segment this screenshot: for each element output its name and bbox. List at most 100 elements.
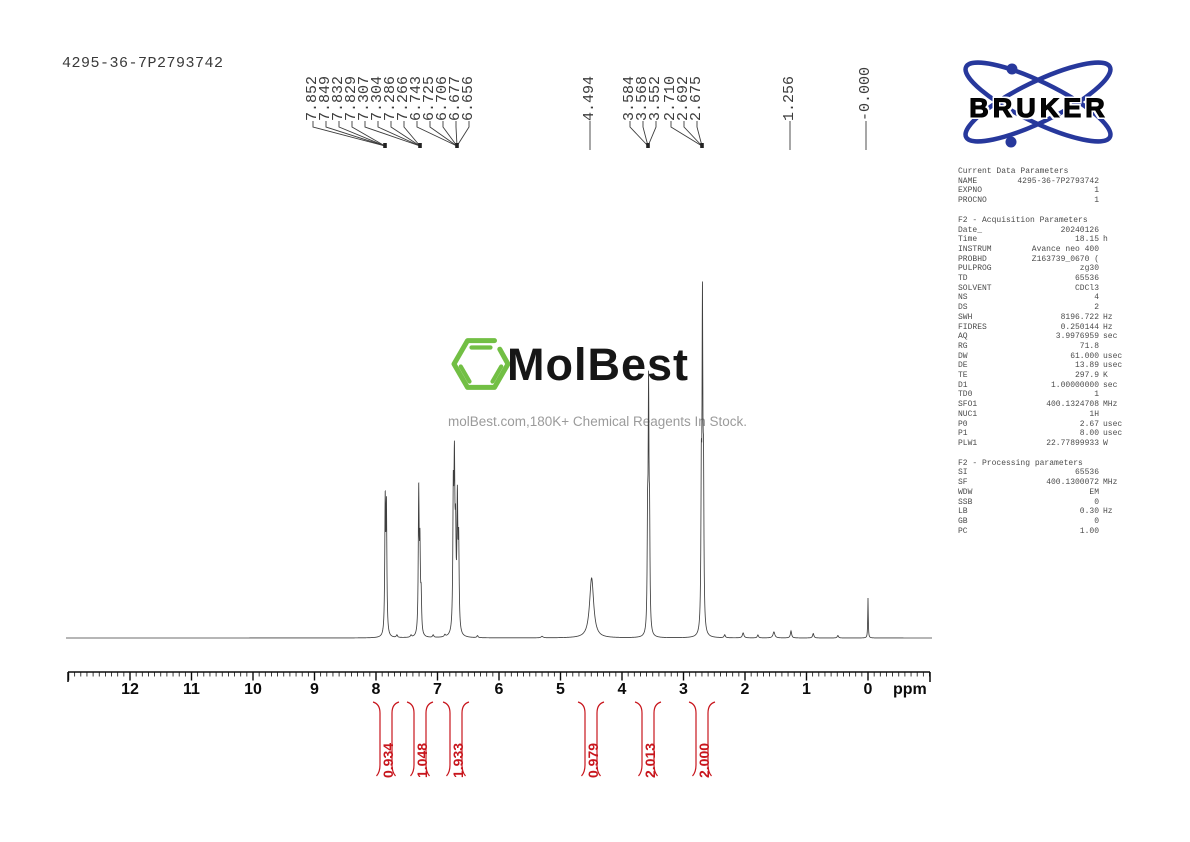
param-value: 71.8 <box>1079 341 1099 351</box>
param-row: SWH 8196.722 Hz <box>958 313 1130 323</box>
param-row: WDW EM <box>958 488 1130 498</box>
param-row: AQ 3.9976959 sec <box>958 332 1130 342</box>
param-value: 1 <box>1094 390 1099 400</box>
integral-value: 0.979 <box>585 742 601 778</box>
param-value: 0.30 <box>1079 507 1099 517</box>
sample-id: 4295-36-7P2793742 <box>62 55 224 72</box>
peak-label: 6.656 <box>460 75 477 121</box>
param-value: 0 <box>1094 497 1099 507</box>
param-unit <box>1099 284 1130 294</box>
param-value: 400.1324708 <box>1046 400 1099 410</box>
param-row: DE 13.89 usec <box>958 361 1130 371</box>
connector-anchor <box>383 143 387 148</box>
param-row: P0 2.67 usec <box>958 420 1130 430</box>
peak-label: 3.552 <box>647 75 664 121</box>
integral-bracket <box>688 701 697 777</box>
connector-line <box>683 121 703 147</box>
param-value: 65536 <box>1074 468 1099 478</box>
axis-tick-label: 4 <box>617 681 627 698</box>
param-row: Date_ 20240126 <box>958 226 1130 236</box>
param-unit: sec <box>1103 380 1118 390</box>
axis-tick-label: 11 <box>183 681 200 698</box>
param-unit <box>1099 498 1130 508</box>
peak-connector-lines <box>312 121 867 150</box>
connector-line <box>647 121 657 147</box>
param-unit <box>1099 196 1130 206</box>
param-value: 13.89 <box>1074 361 1099 371</box>
param-unit <box>1099 264 1130 274</box>
connector-line <box>338 121 386 147</box>
axis-tick-label: 8 <box>371 681 381 698</box>
param-unit <box>1099 342 1130 352</box>
param-row: LB 0.30 Hz <box>958 507 1130 517</box>
connector-line <box>377 121 421 147</box>
param-key: INSTRUM <box>958 244 992 254</box>
axis-tick-label: 3 <box>679 681 688 698</box>
param-row: NUC1 1H <box>958 410 1130 420</box>
param-key: DW <box>958 351 968 361</box>
connector-anchor <box>455 143 459 148</box>
param-value: 65536 <box>1074 274 1099 284</box>
param-value: 3.9976959 <box>1055 332 1099 342</box>
connector-anchor <box>418 143 422 148</box>
parameters-panel: Current Data Parameters NAME 4295-36-7P279… <box>958 167 1130 546</box>
param-key: LB <box>958 507 968 517</box>
connector-line <box>416 121 458 147</box>
param-section-title: Current Data Parameters <box>958 167 1069 176</box>
connector-line <box>455 121 458 147</box>
param-row: PROCNO 1 <box>958 196 1130 206</box>
connector-anchor <box>700 143 704 148</box>
param-unit: usec <box>1103 351 1123 361</box>
param-unit: W <box>1103 438 1108 448</box>
param-unit: usec <box>1103 429 1123 439</box>
connector-line <box>403 121 421 147</box>
param-key: DS <box>958 303 968 313</box>
connector-line <box>670 121 703 147</box>
param-section: F2 - Acquisition Parameters Date_ 20240126… <box>958 216 1130 449</box>
param-key: P0 <box>958 419 968 429</box>
param-unit <box>1099 177 1130 187</box>
param-row: PROBHD Z163739_0670 ( <box>958 255 1130 265</box>
param-key: TD <box>958 274 968 284</box>
param-value: 18.15 <box>1074 235 1099 245</box>
param-key: NAME <box>958 176 978 186</box>
param-row: FIDRES 0.250144 Hz <box>958 323 1130 333</box>
watermark-tagline: molBest.com,180K+ Chemical Reagents In S… <box>448 414 748 429</box>
param-key: GB <box>958 516 968 526</box>
param-value: 8196.722 <box>1060 312 1099 322</box>
connector-line <box>696 121 703 147</box>
param-row: PC 1.00 <box>958 527 1130 537</box>
param-unit: MHz <box>1103 400 1118 410</box>
param-row: D1 1.00000000 sec <box>958 381 1130 391</box>
param-value: 4295-36-7P2793742 <box>1017 176 1099 186</box>
param-value: 1 <box>1094 186 1099 196</box>
axis-tick-label: 6 <box>494 681 504 698</box>
param-unit <box>1099 468 1130 478</box>
param-key: PC <box>958 526 968 536</box>
param-row: TD0 1 <box>958 390 1130 400</box>
param-value: 0 <box>1094 516 1099 526</box>
axis-tick-label: 10 <box>244 681 262 698</box>
connector-line <box>642 121 649 147</box>
axis-tick-label: 1 <box>802 681 811 698</box>
param-key: PULPROG <box>958 264 992 274</box>
param-unit <box>1099 390 1130 400</box>
param-value: 2 <box>1094 303 1099 313</box>
integral-bracket <box>406 701 415 777</box>
param-section-title: F2 - Acquisition Parameters <box>958 215 1088 225</box>
param-key: SF <box>958 478 968 488</box>
connector-line <box>312 121 386 147</box>
param-row: Time 18.15 h <box>958 235 1130 245</box>
integral-value: 1.933 <box>450 742 466 778</box>
param-value: 297.9 <box>1074 371 1099 381</box>
param-key: AQ <box>958 332 968 342</box>
integral-value: 2.000 <box>696 742 712 778</box>
param-value: 20240126 <box>1060 225 1099 235</box>
param-value: 22.77899933 <box>1046 438 1099 448</box>
param-value: 1.00 <box>1079 526 1099 536</box>
axis-tick-label: 12 <box>121 681 139 698</box>
param-key: TE <box>958 371 968 381</box>
param-key: PROCNO <box>958 196 987 206</box>
param-unit <box>1099 255 1130 265</box>
